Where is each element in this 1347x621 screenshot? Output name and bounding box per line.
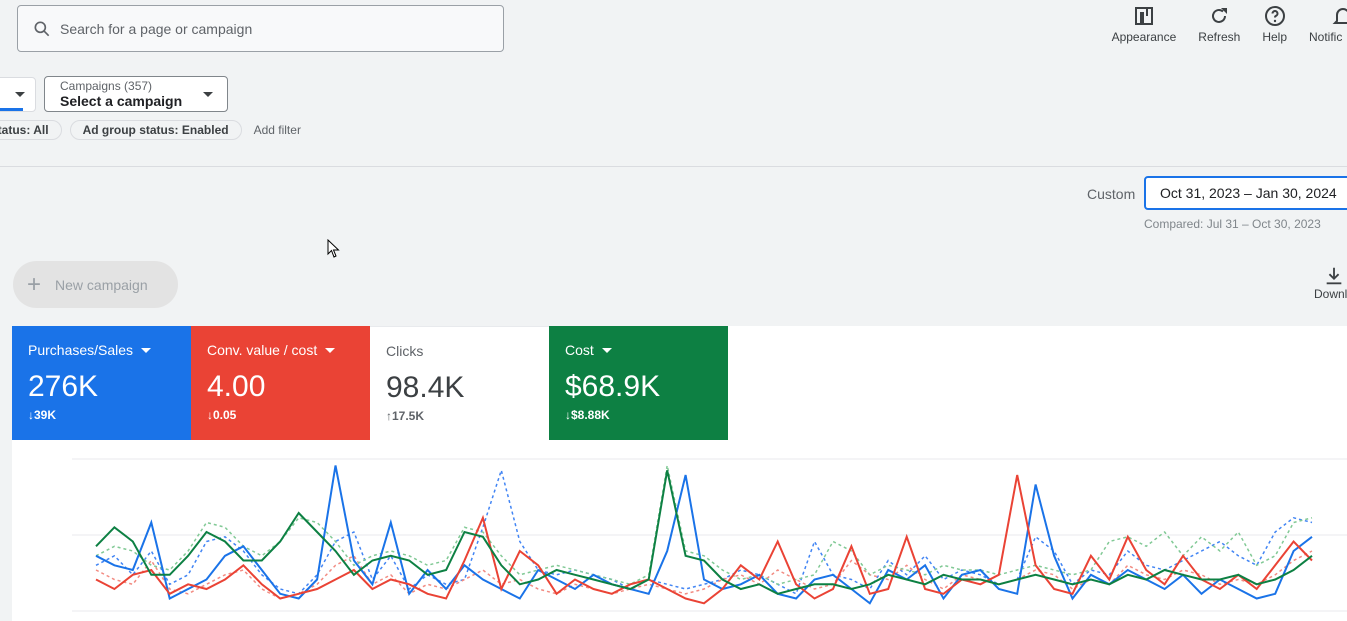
filter-chip-status[interactable]: status: All	[0, 120, 62, 140]
chart-series-line-5	[95, 465, 1313, 586]
chart-series-line-2	[95, 470, 1313, 595]
metric-tile-conv-value-cost[interactable]: Conv. value / cost 4.00 ↓0.05	[191, 326, 370, 440]
help-label: Help	[1262, 30, 1287, 44]
new-campaign-label: New campaign	[55, 276, 148, 293]
metric-delta: ↓39K	[28, 408, 191, 422]
top-toolbar: Appearance Refresh Help Notific	[1090, 4, 1347, 44]
search-placeholder: Search for a page or campaign	[60, 20, 253, 37]
metric-tiles: Purchases/Sales 276K ↓39K Conv. value / …	[12, 326, 728, 440]
chevron-down-icon[interactable]	[601, 347, 612, 353]
metric-tile-cost[interactable]: Cost $68.9K ↓$8.88K	[549, 326, 728, 440]
metric-label-text: Conv. value / cost	[207, 342, 318, 358]
metric-label-text: Clicks	[386, 343, 424, 359]
metric-value: 98.4K	[386, 371, 465, 404]
appearance-button[interactable]: Appearance	[1111, 4, 1177, 44]
campaign-select[interactable]: Campaigns (357) Select a campaign	[44, 76, 228, 112]
download-icon	[1326, 267, 1342, 285]
metric-label: Clicks	[386, 343, 549, 359]
campaign-select-value: Select a campaign	[60, 93, 183, 109]
date-range-picker[interactable]: Oct 31, 2023 – Jan 30, 2024	[1144, 176, 1347, 210]
new-campaign-button[interactable]: + New campaign	[13, 261, 178, 308]
metric-delta: ↓0.05	[207, 408, 370, 422]
refresh-label: Refresh	[1198, 30, 1241, 44]
notifications-button[interactable]: Notific	[1309, 4, 1347, 44]
arrow-down-icon: ↓	[207, 408, 213, 422]
download-label: Downlo	[1313, 287, 1347, 301]
metric-value: 276K	[28, 370, 99, 403]
metric-delta-value: $8.88K	[571, 408, 610, 422]
compared-range: Compared: Jul 31 – Oct 30, 2023	[1144, 217, 1321, 231]
metric-label: Purchases/Sales	[28, 342, 191, 358]
metric-label-text: Purchases/Sales	[28, 342, 134, 358]
chevron-down-icon	[203, 92, 213, 97]
metric-delta: ↓$8.88K	[565, 408, 728, 422]
refresh-icon	[1212, 8, 1228, 23]
metric-delta-value: 17.5K	[392, 409, 425, 423]
search-icon	[34, 21, 50, 36]
date-range-label: Custom	[1087, 186, 1136, 202]
campaign-select-caption: Campaigns (357)	[60, 79, 153, 93]
appearance-icon	[1134, 7, 1153, 25]
bell-icon	[1332, 8, 1347, 24]
appearance-label: Appearance	[1111, 30, 1177, 44]
refresh-button[interactable]: Refresh	[1198, 4, 1240, 44]
help-button[interactable]: Help	[1262, 4, 1287, 44]
chart-series-line-1	[95, 474, 1313, 605]
download-button[interactable]: Downlo	[1309, 265, 1347, 301]
add-filter-button[interactable]: Add filter	[253, 123, 301, 137]
view-dropdown[interactable]	[0, 77, 36, 112]
chevron-down-icon	[15, 92, 25, 97]
metric-label: Cost	[565, 342, 728, 358]
arrow-up-icon: ↑	[386, 409, 392, 423]
metric-value: 4.00	[207, 370, 266, 403]
metric-delta-value: 0.05	[213, 408, 237, 422]
filter-chip-ad-group-status[interactable]: Ad group status: Enabled	[69, 120, 242, 140]
arrow-down-icon: ↓	[565, 408, 571, 422]
notifications-label: Notific	[1309, 30, 1343, 44]
metric-delta: ↑17.5K	[386, 409, 549, 423]
metric-delta-value: 39K	[34, 408, 57, 422]
metric-tile-clicks[interactable]: Clicks 98.4K ↑17.5K	[370, 326, 549, 440]
performance-chart-card: Purchases/Sales 276K ↓39K Conv. value / …	[12, 326, 1347, 621]
line-chart	[72, 458, 1347, 612]
active-indicator	[0, 108, 23, 111]
arrow-down-icon: ↓	[28, 408, 34, 422]
divider	[0, 166, 1347, 167]
metric-label: Conv. value / cost	[207, 342, 370, 358]
chevron-down-icon[interactable]	[325, 347, 336, 353]
chart-series-line-0	[95, 465, 1313, 605]
metric-value: $68.9K	[565, 370, 661, 403]
mouse-cursor-icon	[327, 239, 340, 258]
filter-bar: status: All Ad group status: Enabled Add…	[0, 120, 301, 140]
help-icon	[1264, 6, 1285, 26]
plus-icon: +	[27, 270, 42, 298]
search-input[interactable]: Search for a page or campaign	[17, 5, 504, 52]
metric-label-text: Cost	[565, 342, 594, 358]
chevron-down-icon[interactable]	[141, 347, 152, 353]
metric-tile-purchases[interactable]: Purchases/Sales 276K ↓39K	[12, 326, 191, 440]
